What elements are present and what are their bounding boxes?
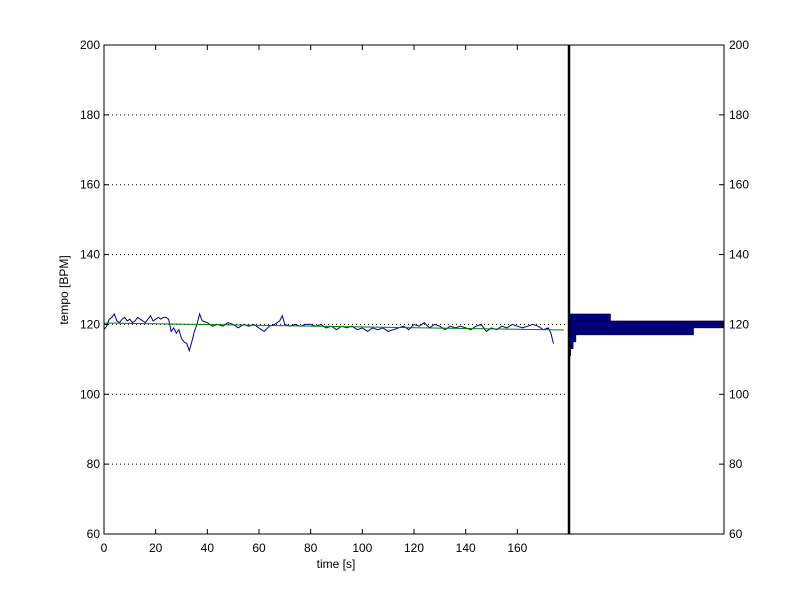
x-tick-label: 100 (352, 541, 372, 555)
tempo-histogram-axes: 60 80 100 120 140 160 180 200 (567, 38, 749, 541)
x-tick-label: 60 (252, 541, 266, 555)
right-y-tick-label: 200 (729, 38, 749, 52)
tempo-time-axes: 0 20 40 60 80 100 120 140 160 60 80 100 120 140 160 180… (80, 38, 570, 555)
x-tick-label: 40 (201, 541, 215, 555)
y-tick-label: 100 (80, 387, 100, 401)
x-tick-label: 80 (304, 541, 318, 555)
y-axis-label: tempo [BPM] (57, 255, 71, 324)
y-tick-label: 200 (80, 38, 100, 52)
y-tick-label: 160 (80, 178, 100, 192)
tempo-fit-line (103, 322, 564, 331)
right-y-tick-label: 100 (729, 387, 749, 401)
x-tick-label: 0 (101, 541, 108, 555)
x-axis-label: time [s] (317, 557, 356, 571)
right-y-tick-label: 80 (729, 457, 743, 471)
x-tick-label: 20 (149, 541, 163, 555)
right-y-tick-label: 180 (729, 108, 749, 122)
y-tick-label: 140 (80, 248, 100, 262)
y-tick-label: 60 (87, 527, 101, 541)
histogram-bar (568, 327, 694, 336)
y-tick-label: 180 (80, 108, 100, 122)
histogram-axes-frame (568, 44, 725, 535)
x-tick-label: 140 (456, 541, 476, 555)
y-tick-label: 80 (87, 457, 101, 471)
right-y-tick-label: 60 (729, 527, 743, 541)
x-tick-label: 160 (507, 541, 527, 555)
right-y-tick-label: 140 (729, 248, 749, 262)
histogram-bar (568, 313, 611, 322)
main-axes-frame (103, 44, 570, 535)
y-tick-label: 120 (80, 317, 100, 331)
tempo-series-line (103, 312, 554, 353)
histogram-bar (568, 320, 725, 329)
x-tick-label: 120 (404, 541, 424, 555)
right-y-tick-label: 160 (729, 178, 749, 192)
right-y-tick-label: 120 (729, 317, 749, 331)
